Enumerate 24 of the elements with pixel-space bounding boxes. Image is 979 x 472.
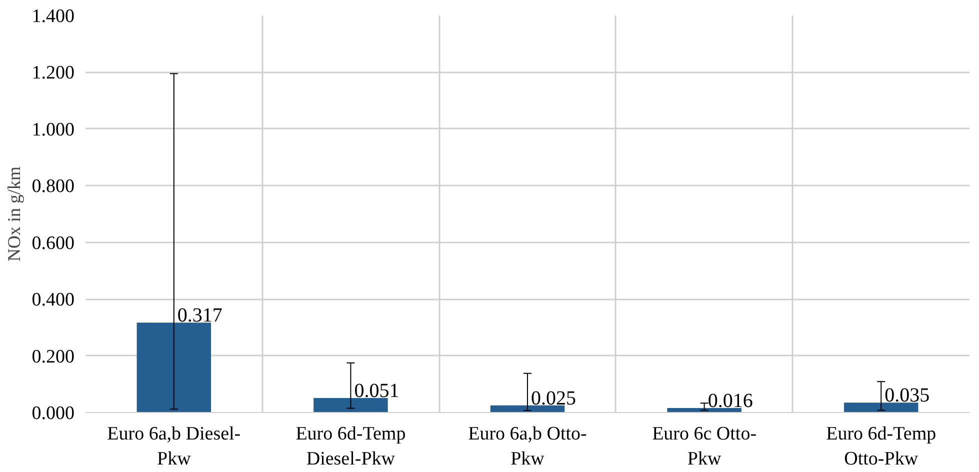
- x-tick-label: Euro 6c Otto- Pkw: [652, 424, 757, 470]
- bar: [844, 402, 918, 412]
- data-label: 0.025: [531, 387, 576, 410]
- y-tick-label: 0.200: [32, 346, 74, 368]
- y-tick-label: 0.600: [32, 232, 74, 254]
- data-label: 0.035: [884, 384, 930, 407]
- x-tick-label: Euro 6d-Temp Diesel-Pkw: [296, 424, 406, 470]
- data-label: 0.317: [177, 304, 222, 327]
- x-tick-label: Euro 6a,b Otto- Pkw: [468, 424, 587, 470]
- data-label: 0.016: [708, 390, 753, 412]
- y-axis-title: NOx in g/km: [4, 166, 24, 262]
- y-tick-label: 0.000: [32, 403, 74, 424]
- y-tick-label: 1.200: [32, 62, 74, 84]
- y-tick-label: 0.400: [32, 290, 74, 311]
- bar: [490, 405, 565, 412]
- x-tick-label: Euro 6d-Temp Otto-Pkw: [826, 424, 936, 470]
- bar: [136, 322, 212, 412]
- y-tick-label: 0.800: [32, 176, 74, 198]
- y-tick-label: 1.000: [32, 119, 74, 140]
- bar: [314, 398, 388, 412]
- x-tick-label: Euro 6a,b Diesel- Pkw: [107, 424, 241, 470]
- bar: [667, 408, 742, 412]
- y-tick-label: 1.400: [32, 6, 74, 27]
- data-label: 0.051: [354, 380, 400, 402]
